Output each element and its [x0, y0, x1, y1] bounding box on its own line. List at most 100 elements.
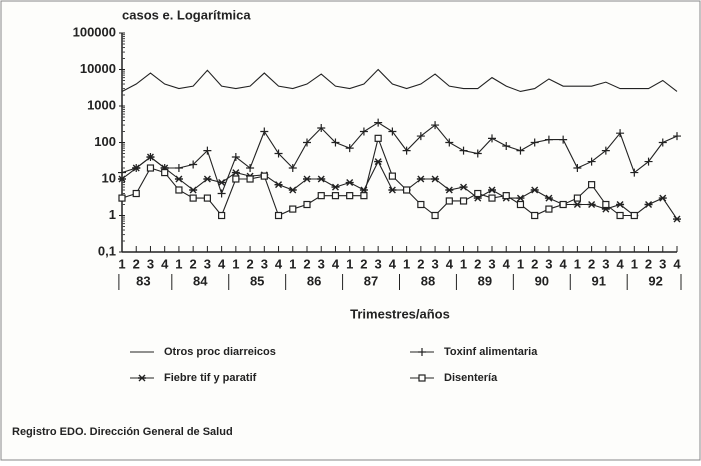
marker [488, 194, 496, 202]
marker-part [189, 160, 198, 169]
marker-part [473, 149, 482, 158]
marker [303, 138, 311, 147]
marker [359, 127, 368, 136]
marker [331, 183, 340, 191]
marker-part [288, 186, 297, 194]
x-tick-label: 2 [190, 256, 197, 271]
marker-part [203, 146, 212, 155]
marker [388, 127, 397, 136]
marker-part [132, 189, 140, 198]
year-label: 90 [535, 273, 549, 288]
marker-part [317, 123, 326, 132]
x-tick-label: 4 [503, 256, 511, 271]
x-axis-label: Trimestres/años [350, 306, 450, 321]
x-tick-label: 2 [360, 256, 367, 271]
marker-part [331, 192, 340, 200]
marker [303, 175, 311, 183]
marker [146, 164, 155, 172]
x-tick-label: 3 [375, 256, 382, 271]
marker [658, 194, 667, 202]
marker [288, 186, 297, 194]
marker-part [416, 132, 425, 141]
marker-part [388, 186, 397, 194]
marker [516, 146, 525, 155]
marker [445, 197, 453, 205]
marker [246, 175, 254, 183]
marker [544, 194, 553, 202]
marker [658, 138, 667, 147]
marker-part [161, 168, 169, 177]
marker [474, 189, 482, 198]
marker [488, 134, 496, 143]
x-tick-label: 2 [588, 256, 595, 271]
x-tick-label: 3 [431, 256, 438, 271]
marker-part [303, 138, 311, 147]
x-tick-label: 1 [232, 256, 239, 271]
marker-part [474, 189, 482, 198]
marker [132, 164, 141, 172]
x-tick-label: 3 [261, 256, 268, 271]
x-tick-label: 4 [218, 256, 226, 271]
marker [189, 186, 198, 194]
series-line [121, 68, 678, 93]
marker-part [388, 127, 397, 136]
marker-part [218, 211, 226, 220]
marker-part [488, 186, 496, 194]
marker [203, 146, 212, 155]
marker-part [231, 169, 240, 177]
marker [445, 138, 454, 147]
marker-part [346, 192, 354, 200]
x-tick-label: 1 [175, 256, 182, 271]
marker [232, 175, 240, 183]
marker [544, 135, 553, 144]
x-tick-label: 4 [332, 256, 340, 271]
year-label: 83 [136, 273, 150, 288]
marker [331, 192, 340, 200]
marker-part [445, 186, 454, 194]
marker-part [573, 194, 581, 202]
marker-part [246, 164, 255, 173]
y-tick-label: 1 [109, 207, 116, 222]
marker [602, 200, 610, 209]
marker [502, 192, 510, 200]
x-tick-label: 3 [659, 256, 666, 271]
x-tick-label: 3 [318, 256, 325, 271]
marker-part [559, 135, 568, 144]
marker-part [602, 200, 610, 209]
chart-title: casos e. Logarítmica [122, 7, 251, 22]
marker-part [118, 175, 126, 183]
footer: Registro EDO. Dirección General de Salud [12, 426, 233, 438]
marker [274, 149, 283, 158]
marker-part [403, 186, 411, 194]
marker-part [274, 181, 283, 189]
marker-part [616, 211, 624, 220]
marker-part [203, 175, 212, 183]
marker [588, 181, 596, 189]
marker-part [388, 172, 396, 180]
marker-part [260, 172, 268, 180]
y-tick-label: 10 [102, 170, 116, 185]
marker-part [588, 181, 596, 189]
marker-part [544, 135, 553, 144]
marker-part [274, 149, 283, 158]
marker-part [118, 168, 126, 177]
marker [587, 201, 596, 209]
marker-part [345, 179, 354, 187]
x-tick-label: 4 [560, 256, 568, 271]
marker [345, 144, 354, 153]
marker [274, 181, 283, 189]
marker [246, 164, 255, 173]
x-tick-label: 4 [161, 256, 169, 271]
marker-part [374, 134, 382, 142]
marker [473, 149, 482, 158]
marker [189, 194, 197, 202]
marker-part [673, 215, 681, 223]
marker [260, 127, 269, 136]
marker [459, 197, 468, 205]
marker [118, 175, 126, 183]
marker-part [516, 146, 525, 155]
marker [644, 201, 653, 209]
marker-part [317, 192, 325, 200]
